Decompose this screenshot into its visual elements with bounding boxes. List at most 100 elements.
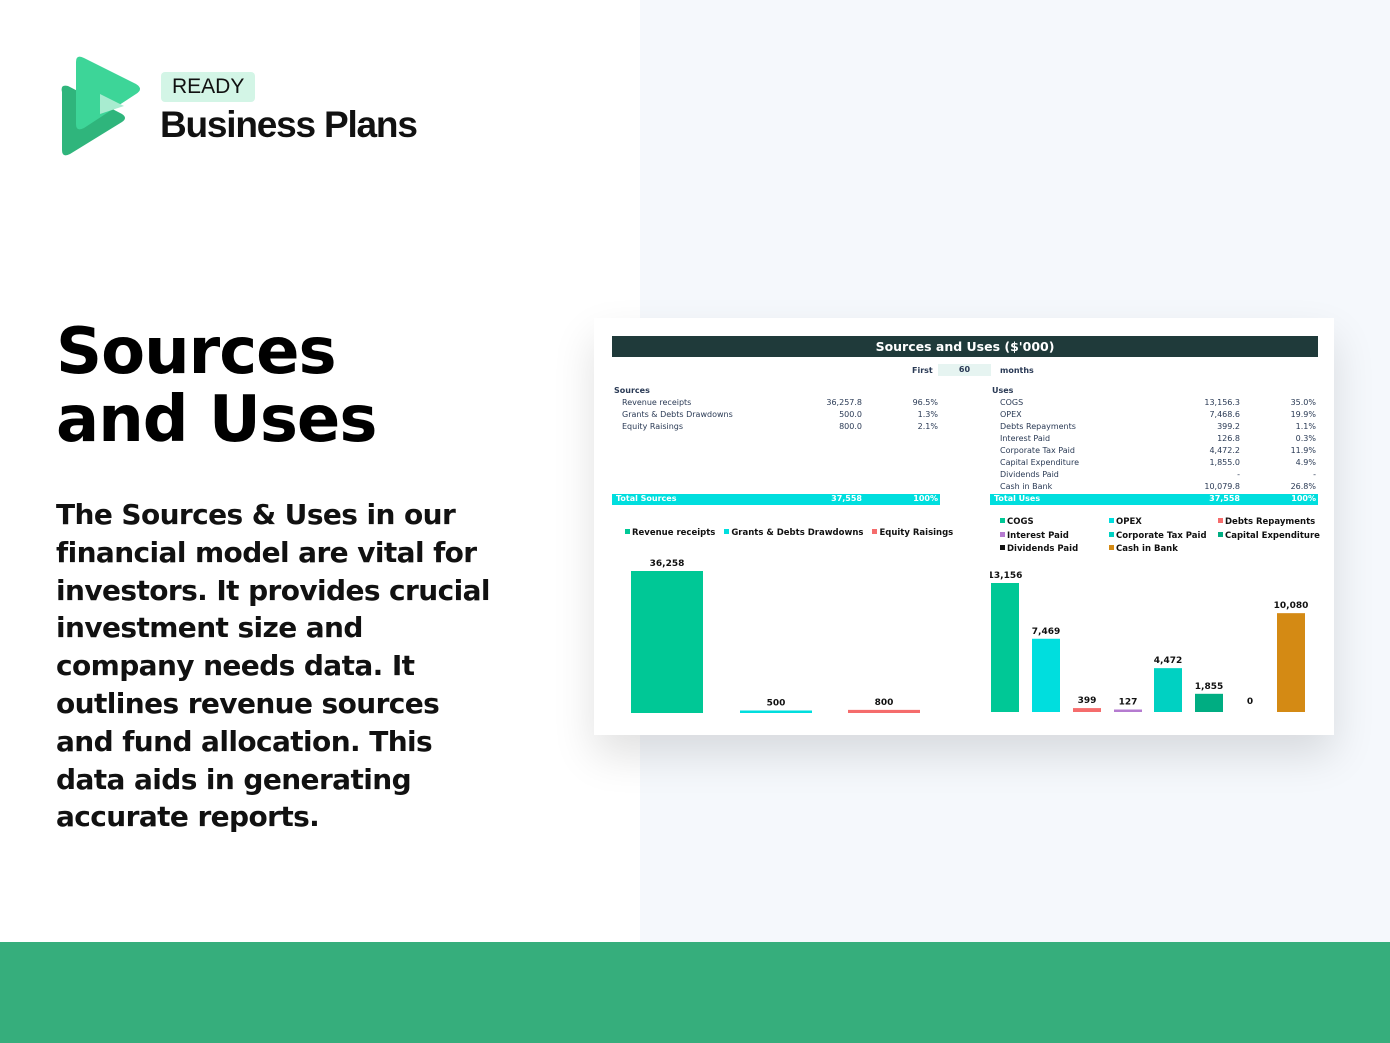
row-pct: 0.3% (1295, 434, 1316, 443)
legend-swatch (1109, 531, 1114, 537)
period-input[interactable]: 60 (938, 364, 991, 376)
data-label: 500 (767, 699, 786, 709)
legend-swatch (1109, 545, 1114, 550)
row-value: 500.0 (839, 410, 862, 419)
data-label: 7,469 (1032, 627, 1060, 637)
legend-swatch (1218, 518, 1223, 523)
legend-label: COGS (1007, 517, 1034, 527)
data-label: 127 (1119, 698, 1138, 708)
legend-item: Revenue receipts (625, 528, 715, 538)
page-title: Sources and Uses (56, 315, 377, 457)
legend-item: Corporate Tax Paid (1109, 531, 1207, 541)
bar (1114, 709, 1142, 712)
sources-total-row: Total Sources 37,558 100% (612, 494, 940, 505)
total-label: Total Uses (994, 494, 1041, 503)
total-pct: 100% (1291, 494, 1316, 503)
data-label: 800 (875, 698, 894, 708)
row-value: 1,855.0 (1209, 458, 1240, 467)
legend-label: Debts Repayments (1225, 517, 1316, 527)
row-value: 399.2 (1217, 422, 1240, 431)
row-pct: 96.5% (912, 398, 938, 407)
total-value: 37,558 (1209, 494, 1240, 503)
row-label: OPEX (1000, 410, 1022, 419)
legend-swatch (1109, 518, 1114, 523)
row-pct: 1.3% (917, 410, 938, 419)
row-label: COGS (1000, 398, 1024, 407)
footer-band (0, 942, 1390, 1043)
legend-label: Cash in Bank (1116, 544, 1178, 554)
legend-item: Debts Repayments (1218, 517, 1315, 527)
legend-item: Dividends Paid (1000, 544, 1078, 554)
bar (1154, 668, 1182, 712)
data-label: 10,080 (1274, 601, 1309, 611)
row-value: 4,472.2 (1209, 446, 1240, 455)
uses-header: Uses (992, 386, 1014, 395)
row-label: Capital Expenditure (1000, 458, 1079, 467)
legend-label: Revenue receipts (632, 528, 716, 538)
row-label: Dividends Paid (1000, 470, 1059, 479)
title-line-2: and Uses (56, 383, 377, 457)
legend-label: Dividends Paid (1007, 544, 1079, 554)
bar (1073, 708, 1101, 712)
data-label: 13,156 (990, 571, 1022, 581)
legend-label: Grants & Debts Drawdowns (731, 528, 864, 538)
row-pct: 2.1% (917, 422, 938, 431)
row-pct: 11.9% (1290, 446, 1316, 455)
period-label: First (912, 366, 933, 375)
row-label: Cash in Bank (1000, 482, 1053, 491)
row-value: 126.8 (1217, 434, 1240, 443)
data-label: 399 (1078, 696, 1097, 706)
legend-label: Equity Raisings (879, 528, 954, 538)
row-pct: - (1313, 470, 1316, 479)
bar (1277, 613, 1305, 712)
brand-name: Business Plans (160, 104, 418, 145)
bar (848, 709, 920, 713)
data-label: 36,258 (650, 559, 685, 569)
sheet-title: Sources and Uses ($'000) (612, 336, 1318, 357)
sources-chart: 36,258 500 800 (631, 559, 920, 713)
title-line-1: Sources (56, 315, 337, 389)
data-label: 1,855 (1195, 682, 1223, 692)
uses-total-row: Total Uses 37,558 100% (990, 494, 1318, 505)
legend-swatch (1000, 545, 1005, 550)
legend-item: Grants & Debts Drawdowns (724, 528, 863, 538)
row-pct: 1.1% (1295, 422, 1316, 431)
row-label: Corporate Tax Paid (1000, 446, 1075, 455)
sources-legend: Revenue receipts Grants & Debts Drawdowns… (625, 528, 962, 538)
sources-header: Sources (614, 386, 650, 395)
row-pct: 26.8% (1290, 482, 1316, 491)
legend-swatch (1218, 531, 1223, 537)
legend-item: OPEX (1109, 517, 1142, 527)
row-value: 7,468.6 (1209, 410, 1240, 419)
total-pct: 100% (913, 494, 938, 503)
row-value: - (1237, 470, 1240, 479)
legend-item: Equity Raisings (872, 528, 953, 538)
row-pct: 35.0% (1290, 398, 1316, 407)
row-value: 10,079.8 (1204, 482, 1240, 491)
legend-item: Interest Paid (1000, 531, 1069, 541)
row-pct: 4.9% (1295, 458, 1316, 467)
legend-label: Capital Expenditure (1225, 530, 1320, 541)
data-label: 0 (1247, 697, 1253, 707)
data-label: 4,472 (1154, 656, 1182, 666)
row-label: Equity Raisings (622, 422, 684, 431)
uses-chart: 13,156 7,469 399 127 4,472 1,855 0 10,080 (990, 571, 1309, 712)
row-value: 13,156.3 (1204, 398, 1240, 407)
bar (1032, 638, 1060, 712)
bar (991, 583, 1019, 712)
legend-label: Interest Paid (1007, 530, 1069, 541)
total-label: Total Sources (616, 494, 677, 503)
row-label: Interest Paid (1000, 434, 1051, 443)
bar (740, 710, 812, 713)
row-pct: 19.9% (1290, 410, 1316, 419)
legend-swatch (724, 529, 730, 534)
row-label: Debts Repayments (1000, 422, 1076, 431)
spreadsheet-card: Sources and Uses ($'000) First 60 months… (594, 318, 1334, 735)
legend-swatch (1000, 531, 1005, 537)
total-value: 37,558 (831, 494, 862, 503)
legend-item: COGS (1000, 517, 1034, 527)
row-label: Grants & Debts Drawdowns (622, 410, 733, 419)
legend-swatch (1000, 518, 1005, 523)
legend-swatch (625, 529, 630, 534)
period-unit: months (1000, 366, 1034, 375)
